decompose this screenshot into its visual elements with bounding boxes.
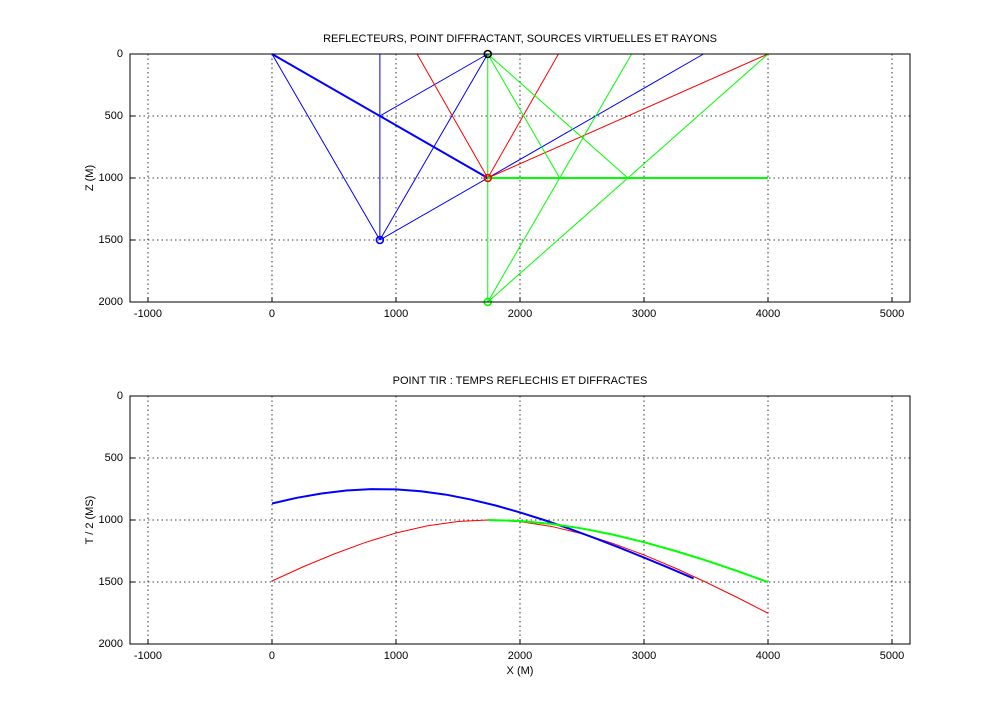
data-line [487,519,769,584]
axes: -1000 0 1000 2000 3000 4000 5000 0 500 1000 1500 20… [84,33,911,320]
x-tick-label: 5000 [880,650,904,662]
axes-box [129,53,911,303]
y-axis-label: Z (M) [84,165,96,191]
x-tick-label: 2000 [508,308,532,320]
y-axis-label: T / 2 (MS) [84,496,96,545]
x-tick-label: 0 [269,308,275,320]
y-tick-label: 2000 [99,296,123,308]
y-tick-label: 0 [117,390,123,402]
marker [375,235,385,245]
x-tick-label: 0 [269,650,275,662]
x-tick-label: 3000 [632,650,656,662]
x-tick-label: 1000 [384,650,408,662]
y-tick-label: 500 [105,452,123,464]
data-line [271,53,489,179]
chart-title: POINT TIR : TEMPS REFLECHIS ET DIFFRACTE… [393,375,648,387]
axes-box [129,395,911,645]
x-tick-label: 4000 [756,650,780,662]
y-tick-label: 2000 [99,638,123,650]
y-tick-label: 0 [117,48,123,60]
data-line [271,488,695,580]
x-tick-label: 3000 [632,308,656,320]
axes: -1000 0 1000 2000 3000 4000 5000 0 500 1000 1500 20… [84,375,911,677]
x-tick-label: 2000 [508,650,532,662]
x-tick-label: -1000 [134,308,162,320]
x-tick-label: -1000 [134,650,162,662]
x-axis-label: X (M) [507,665,534,677]
chart-title: REFLECTEURS, POINT DIFFRACTANT, SOURCES … [323,33,717,45]
x-tick-label: 1000 [384,308,408,320]
y-tick-label: 1000 [99,514,123,526]
y-tick-label: 1000 [99,172,123,184]
y-tick-label: 1500 [99,576,123,588]
marker [483,173,493,183]
x-tick-label: 5000 [880,308,904,320]
x-tick-label: 4000 [756,308,780,320]
y-tick-label: 1500 [99,234,123,246]
y-tick-label: 500 [105,110,123,122]
